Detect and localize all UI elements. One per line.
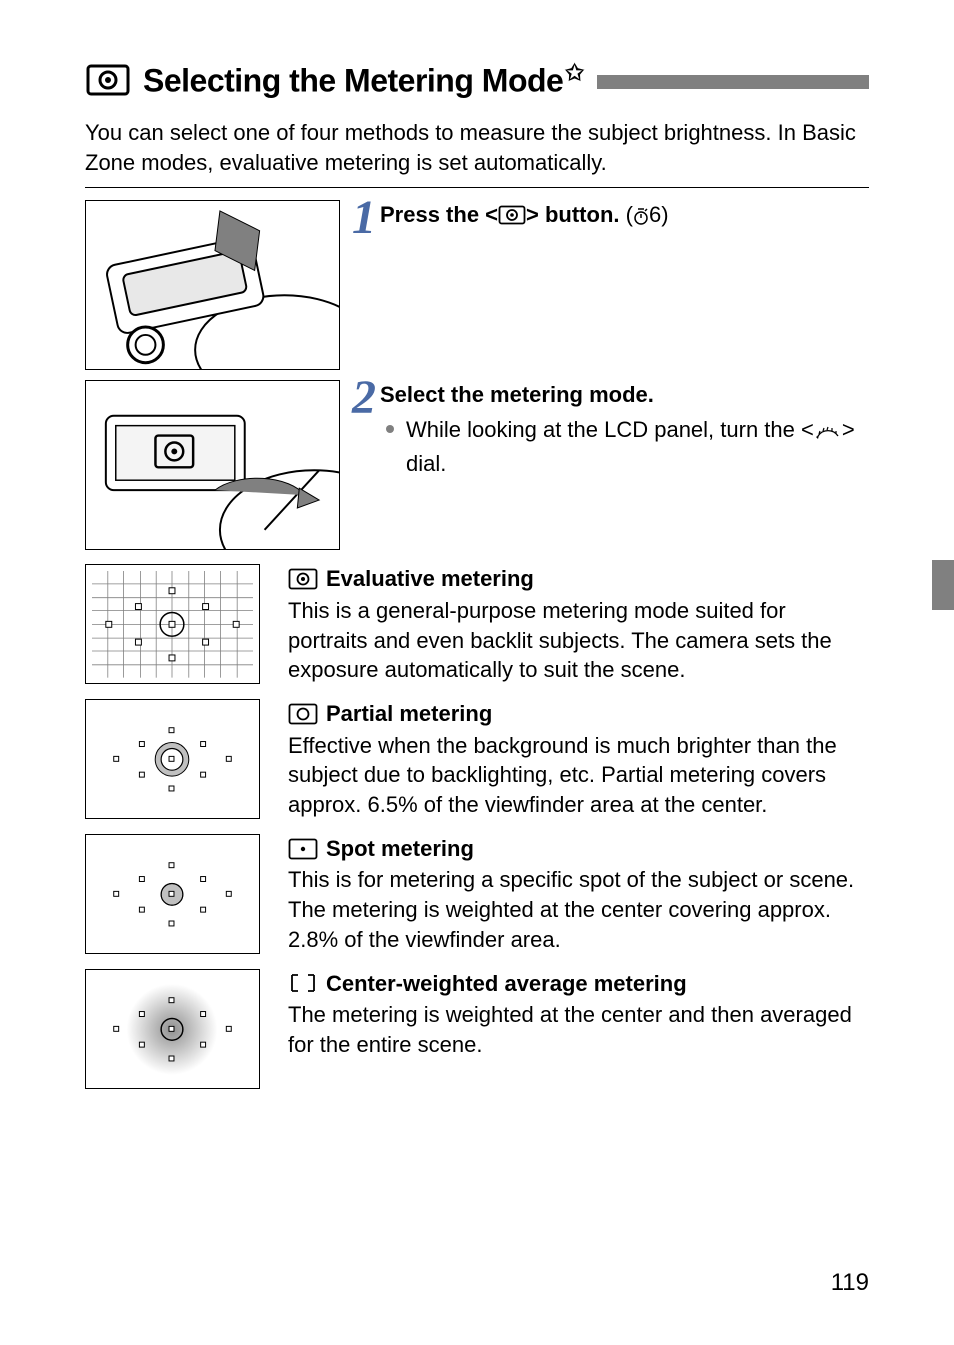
mode-evaluative-text: Evaluative metering This is a general-pu… [288, 564, 869, 685]
step-1-body: 1 Press the <> button. (6) [352, 200, 869, 370]
spot-diagram [85, 834, 260, 954]
timer-icon [633, 203, 649, 234]
mode-spot-text: Spot metering This is for metering a spe… [288, 834, 869, 955]
step-1-text: Press the <> button. (6) [380, 200, 869, 234]
mode-body: This is a general-purpose metering mode … [288, 596, 869, 685]
step-number: 2 [352, 374, 376, 422]
main-dial-icon [814, 418, 842, 449]
star-icon: ✩ [565, 60, 583, 85]
step-2-illustration [85, 380, 340, 550]
mode-name: Spot metering [326, 834, 474, 864]
section-tab [932, 560, 954, 610]
metering-mode-icon [85, 62, 131, 98]
mode-name: Center-weighted average metering [326, 969, 687, 999]
bullet-icon [386, 425, 394, 433]
evaluative-diagram [85, 564, 260, 684]
mode-spot: Spot metering This is for metering a spe… [85, 834, 869, 955]
mode-body: The metering is weighted at the center a… [288, 1000, 869, 1059]
step-2-text: Select the metering mode. While looking … [380, 380, 869, 479]
metering-mode-icon [498, 203, 526, 234]
step-2: 2 Select the metering mode. While lookin… [85, 380, 869, 550]
page-number: 119 [831, 1269, 869, 1297]
mode-partial-text: Partial metering Effective when the back… [288, 699, 869, 820]
step-2-heading: Select the metering mode. [380, 380, 869, 411]
step-2-body: 2 Select the metering mode. While lookin… [352, 380, 869, 550]
mode-body: This is for metering a specific spot of … [288, 865, 869, 954]
mode-evaluative: Evaluative metering This is a general-pu… [85, 564, 869, 685]
step-2-bullet: While looking at the LCD panel, turn the… [380, 415, 869, 480]
title-divider-bar [597, 75, 869, 89]
step-1-suffix: (6) [626, 202, 669, 227]
section-divider [85, 187, 869, 188]
mode-partial: Partial metering Effective when the back… [85, 699, 869, 820]
center-weighted-diagram [85, 969, 260, 1089]
manual-page: Selecting the Metering Mode✩ You can sel… [0, 0, 954, 1129]
title-row: Selecting the Metering Mode✩ [85, 60, 869, 100]
partial-diagram [85, 699, 260, 819]
intro-paragraph: You can select one of four methods to me… [85, 118, 869, 180]
mode-body: Effective when the background is much br… [288, 731, 869, 820]
page-title: Selecting the Metering Mode✩ [143, 60, 583, 100]
partial-icon [288, 703, 318, 725]
step-1-illustration [85, 200, 340, 370]
mode-center-weighted: Center-weighted average metering The met… [85, 969, 869, 1089]
evaluative-icon [288, 568, 318, 590]
center-weighted-icon [288, 972, 318, 994]
mode-center-weighted-text: Center-weighted average metering The met… [288, 969, 869, 1089]
mode-name: Evaluative metering [326, 564, 534, 594]
mode-name: Partial metering [326, 699, 492, 729]
spot-icon [288, 838, 318, 860]
step-number: 1 [352, 194, 376, 242]
step-1: 1 Press the <> button. (6) [85, 200, 869, 370]
